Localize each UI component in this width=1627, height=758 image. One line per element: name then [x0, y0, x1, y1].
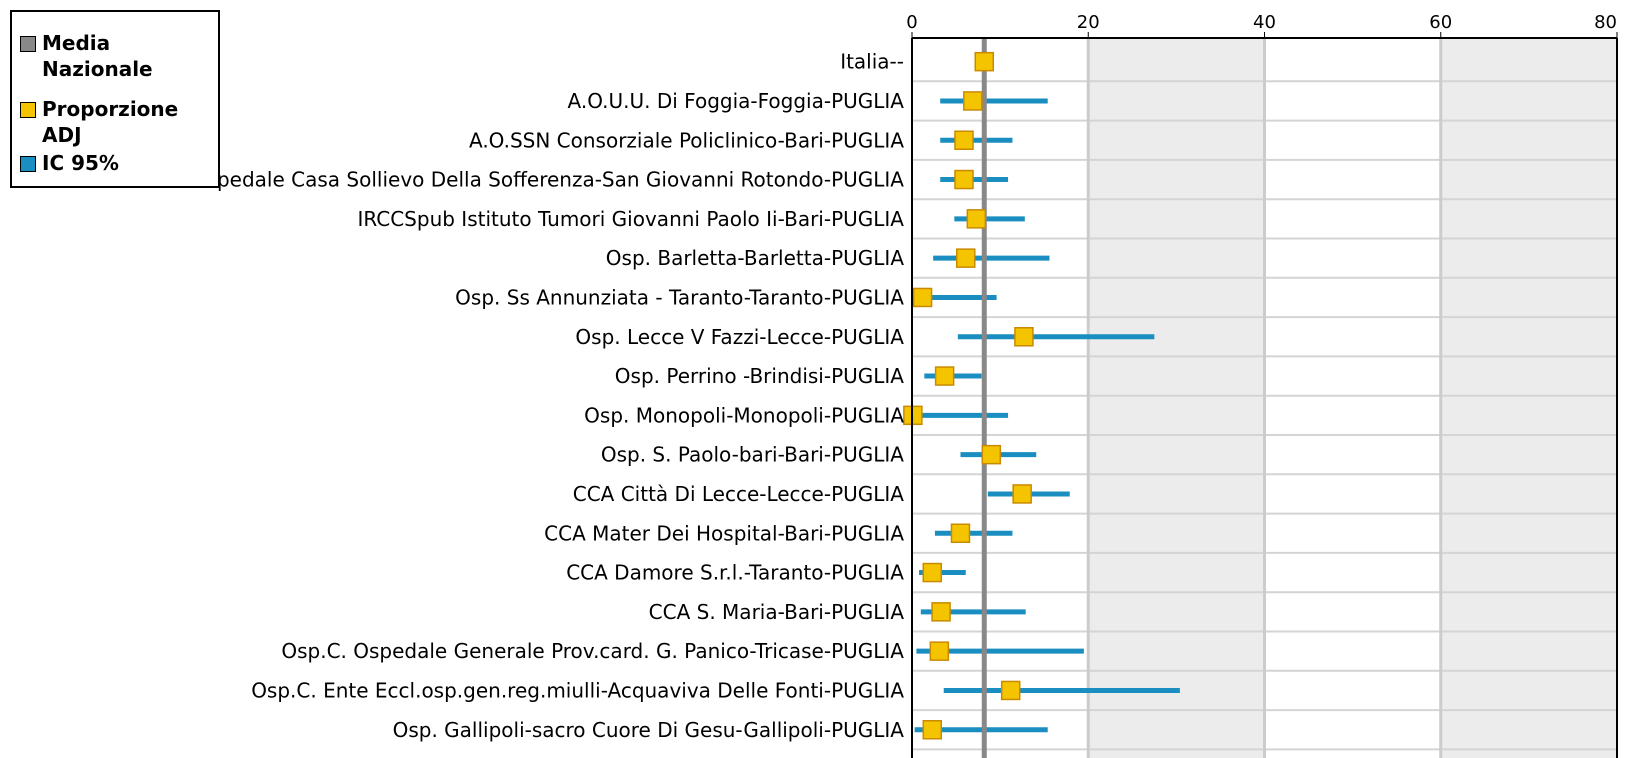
legend-item-media: Media Nazionale [20, 30, 162, 82]
category-label: Osp.C. Ente Eccl.osp.gen.reg.miulli-Acqu… [251, 678, 904, 702]
proporzione-point [1012, 484, 1032, 504]
legend-item-ic: IC 95% [20, 150, 119, 176]
category-label: CCA Damore S.r.l.-Taranto-PUGLIA [566, 561, 904, 585]
proporzione-point [1000, 680, 1021, 701]
category-label: IRCCSf Ospedale Casa Sollievo Della Soff… [118, 168, 904, 192]
proporzione-point [974, 51, 995, 72]
proporzione-point [931, 602, 951, 622]
category-label: A.O.SSN Consorziale Policlinico-Bari-PUG… [469, 128, 904, 152]
category-label: IRCCSpub Istituto Tumori Giovanni Paolo … [357, 207, 904, 231]
category-label: Osp. Ss Annunziata - Taranto-Taranto-PUG… [455, 285, 904, 309]
legend-item-proporzione: Proporzione ADJ [20, 96, 192, 148]
proporzione-point [934, 366, 955, 386]
proporzione-point [954, 169, 974, 190]
legend-label-media: Media Nazionale [42, 31, 153, 81]
plot-band [1264, 38, 1441, 758]
x-tick-label: 40 [1253, 12, 1276, 33]
legend-swatch-proporzione [20, 102, 36, 118]
proporzione-point [1014, 327, 1034, 347]
category-label: Osp. Gallipoli-sacro Cuore Di Gesu-Galli… [393, 718, 905, 742]
legend-label-ic: IC 95% [42, 151, 119, 175]
proporzione-point [950, 523, 971, 543]
proporzione-point [954, 130, 974, 150]
legend-label-proporzione: Proporzione ADJ [42, 97, 179, 147]
x-tick-label: 80 [1594, 12, 1617, 33]
proporzione-point [922, 720, 943, 740]
x-tick-label: 20 [1077, 12, 1100, 33]
plot-band [912, 38, 1089, 758]
legend-swatch-ic [20, 156, 36, 172]
proporzione-point [929, 641, 950, 661]
category-label: CCA Città Di Lecce-Lecce-PUGLIA [573, 482, 905, 506]
category-label: A.O.U.U. Di Foggia-Foggia-PUGLIA [568, 89, 905, 113]
proporzione-point [966, 209, 987, 229]
legend: Media Nazionale Proporzione ADJ IC 95% [10, 10, 220, 188]
x-tick-label: 0 [906, 12, 917, 33]
plot-band [1440, 38, 1617, 758]
plot-band [1088, 38, 1265, 758]
proporzione-point [956, 248, 976, 268]
legend-swatch-media [20, 36, 36, 52]
category-label: Osp. Barletta-Barletta-PUGLIA [606, 246, 905, 270]
category-label: CCA S. Maria-Bari-PUGLIA [649, 600, 905, 624]
category-label: Osp. Perrino -Brindisi-PUGLIA [615, 364, 905, 388]
x-tick-label: 60 [1429, 12, 1452, 33]
category-label: Osp. S. Paolo-bari-Bari-PUGLIA [601, 443, 904, 467]
category-label: Osp.C. Ospedale Generale Prov.card. G. P… [281, 639, 904, 663]
proporzione-point [912, 287, 933, 308]
category-label: Osp. Monopoli-Monopoli-PUGLIA [584, 403, 904, 427]
proporzione-point [922, 562, 943, 583]
proporzione-point [981, 444, 1002, 465]
category-label: CCA Mater Dei Hospital-Bari-PUGLIA [544, 521, 904, 545]
category-label: Italia-- [840, 50, 904, 74]
category-label: Osp. Lecce V Fazzi-Lecce-PUGLIA [575, 325, 904, 349]
proporzione-point [963, 91, 983, 111]
